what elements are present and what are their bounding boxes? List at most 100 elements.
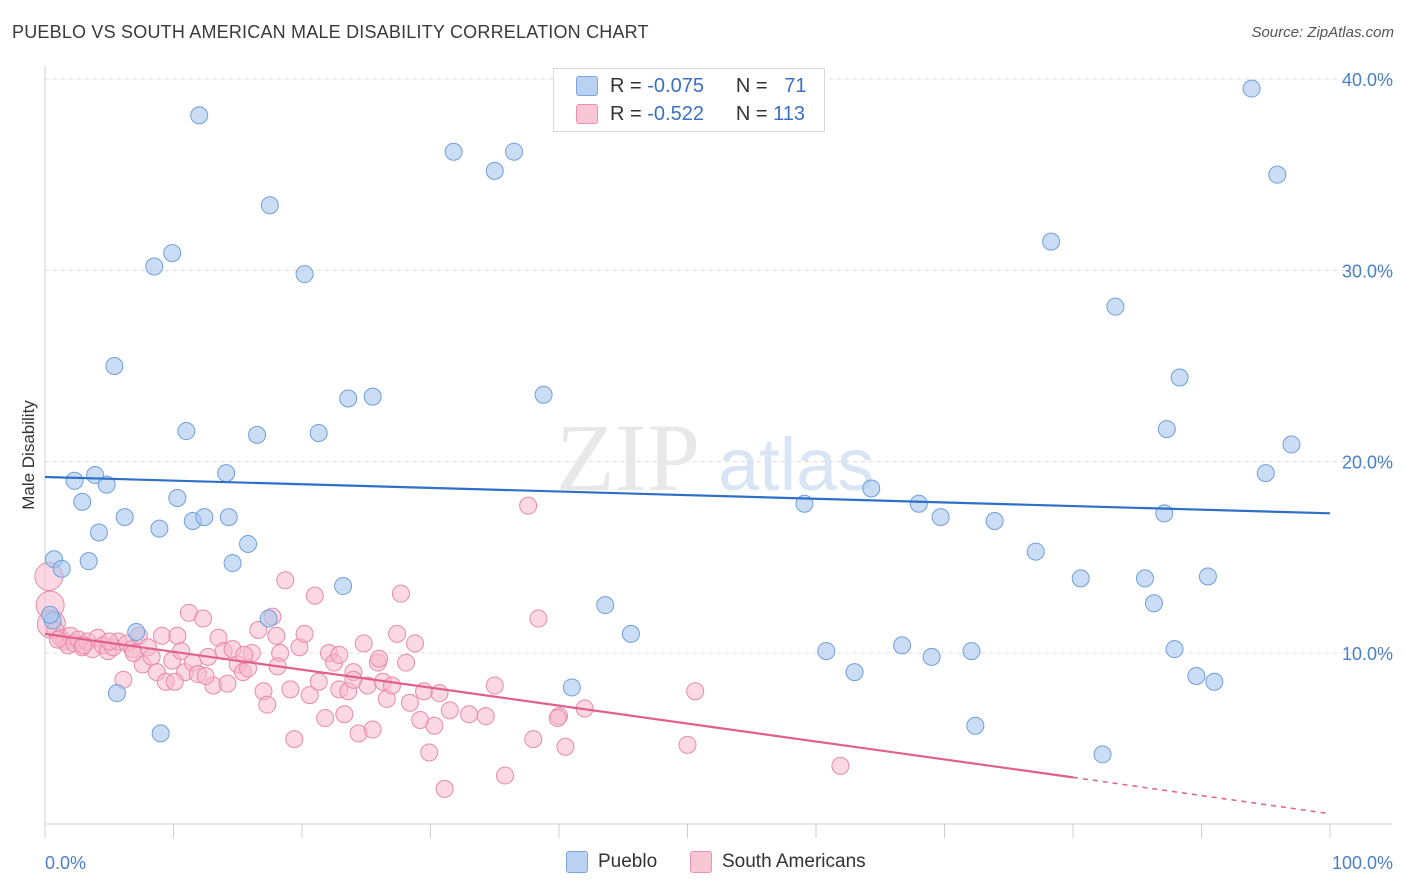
chart-title: PUEBLO VS SOUTH AMERICAN MALE DISABILITY…: [12, 22, 649, 42]
south-americans-swatch: [690, 851, 712, 873]
legend-n-value: 71: [784, 74, 807, 97]
pueblo-point: [223, 554, 242, 573]
pueblo-point: [309, 423, 328, 442]
south-americans-point: [485, 676, 504, 695]
pueblo-point: [1187, 666, 1206, 685]
south-americans-point: [249, 621, 268, 640]
y-tick-label: 10.0%: [1342, 644, 1393, 664]
south-americans-point: [196, 666, 215, 685]
south-americans-point: [435, 779, 454, 798]
pueblo-point: [52, 559, 71, 578]
legend-r-value: -0.075: [647, 74, 704, 97]
pueblo-point: [248, 425, 267, 444]
pueblo-swatch: [566, 851, 588, 873]
pueblo-point: [115, 508, 134, 527]
pueblo-point: [1144, 594, 1163, 613]
pueblo-point: [621, 624, 640, 643]
legend-n-value: 113: [773, 102, 806, 125]
legend-r-value: -0.522: [647, 102, 704, 125]
pueblo-point: [73, 492, 92, 511]
pueblo-point: [596, 596, 615, 615]
legend-n-label: N =: [735, 102, 768, 125]
source-label: Source: ZipAtlas.com: [1251, 24, 1394, 41]
pueblo-point: [962, 642, 981, 661]
south-americans-point: [258, 695, 277, 714]
pueblo-point: [334, 577, 353, 596]
pueblo-point: [862, 479, 881, 498]
pueblo-point: [1135, 569, 1154, 588]
south-americans-point: [165, 672, 184, 691]
south-americans-point: [397, 653, 416, 672]
pueblo-point: [1242, 79, 1261, 98]
pueblo-point: [150, 519, 169, 538]
pueblo-trend-line: [44, 475, 1331, 515]
south-americans-point: [152, 626, 171, 645]
legend-r-label: R =: [610, 74, 642, 97]
pueblo-point: [107, 684, 126, 703]
pueblo-point: [931, 508, 950, 527]
south-americans-point: [476, 707, 495, 726]
south-americans-point: [678, 735, 697, 754]
pueblo-point: [1256, 464, 1275, 483]
south-americans-trend-extension: [1072, 776, 1331, 815]
pueblo-point: [89, 523, 108, 542]
pueblo-point: [534, 385, 553, 404]
legend-row-pueblo: R = -0.075 N = 71: [576, 74, 807, 98]
pueblo-point: [1157, 420, 1176, 439]
south-americans-point: [524, 730, 543, 749]
pueblo-point: [1106, 297, 1125, 316]
south-americans-point: [460, 705, 479, 724]
y-axis-label: Male Disability: [19, 400, 38, 510]
pueblo-point: [985, 511, 1004, 530]
pueblo-point: [163, 244, 182, 263]
legend-item-south-americans: South Americans: [690, 851, 866, 873]
pueblo-point: [562, 678, 581, 697]
pueblo-point: [295, 265, 314, 284]
south-americans-point: [335, 705, 354, 724]
pueblo-point: [1205, 672, 1224, 691]
pueblo-point: [168, 489, 187, 508]
x-tick-label: 0.0%: [45, 853, 86, 873]
pueblo-point: [1268, 165, 1287, 184]
pueblo-point: [151, 724, 170, 743]
legend-n-label: N =: [735, 74, 768, 97]
grid-lines: [45, 78, 1392, 654]
south-americans-point: [168, 626, 187, 645]
pueblo-point: [1042, 232, 1061, 251]
south-americans-point: [305, 586, 324, 605]
axis-labels: 10.0% 20.0% 30.0% 40.0% 0.0% 100.0% Male Disab…: [19, 70, 1393, 873]
south-americans-point: [548, 709, 567, 728]
legend-item-pueblo: Pueblo: [566, 851, 657, 873]
pueblo-point: [177, 422, 196, 441]
pueblo-point: [966, 716, 985, 735]
pueblo-point: [444, 142, 463, 161]
trend-lines: [44, 475, 1331, 815]
pueblo-point: [65, 471, 84, 490]
pueblo-point: [505, 142, 524, 161]
south-americans-point: [556, 737, 575, 756]
south-americans-point: [519, 496, 538, 515]
south-americans-point: [344, 670, 363, 689]
pueblo-point: [190, 106, 209, 125]
south-americans-swatch: [576, 104, 598, 124]
south-americans-point: [194, 609, 213, 628]
south-americans-point: [686, 682, 705, 701]
pueblo-point: [1026, 542, 1045, 561]
south-americans-point: [400, 693, 419, 712]
pueblo-point: [1198, 567, 1217, 586]
legend: R = -0.075 N = 71 R = -0.522 N = 113: [553, 68, 825, 132]
pueblo-point: [339, 389, 358, 408]
pueblo-point: [259, 609, 278, 628]
pueblo-point: [1282, 435, 1301, 454]
south-americans-point: [281, 680, 300, 699]
south-americans-points: [34, 496, 850, 798]
south-americans-point: [48, 630, 67, 649]
watermark-atlas: atlas: [718, 423, 874, 506]
south-americans-point: [142, 647, 161, 666]
south-americans-point: [354, 634, 373, 653]
south-americans-point: [285, 730, 304, 749]
south-americans-point: [388, 624, 407, 643]
series-legend: Pueblo South Americans: [0, 851, 1406, 877]
pueblo-swatch: [576, 76, 598, 96]
south-americans-point: [529, 609, 548, 628]
